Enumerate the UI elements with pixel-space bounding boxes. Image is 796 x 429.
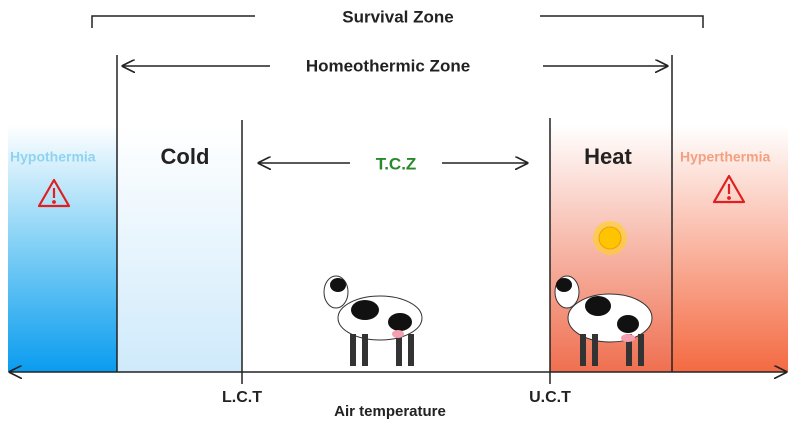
hypothermia-region [8, 125, 117, 372]
warning-icon [37, 178, 71, 208]
survival-bracket [91, 15, 704, 28]
heat-label: Heat [584, 144, 632, 169]
homeothermic-label: Homeothermic Zone [306, 56, 470, 75]
sun-icon [593, 221, 627, 255]
hypothermia-label: Hypothermia [10, 149, 96, 165]
hyperthermia-label: Hyperthermia [680, 149, 770, 165]
warning-icon [712, 174, 746, 204]
cow-illustration [323, 275, 423, 366]
axis-label: Air temperature [334, 403, 446, 420]
cow-illustration [554, 275, 653, 366]
hyperthermia-region [672, 125, 788, 372]
cold-label: Cold [161, 144, 210, 169]
uct-label: U.C.T [529, 389, 571, 406]
tcz-label: T.C.Z [376, 154, 417, 173]
survival-label: Survival Zone [342, 7, 453, 26]
cold-region [117, 125, 242, 372]
lct-label: L.C.T [222, 389, 262, 406]
